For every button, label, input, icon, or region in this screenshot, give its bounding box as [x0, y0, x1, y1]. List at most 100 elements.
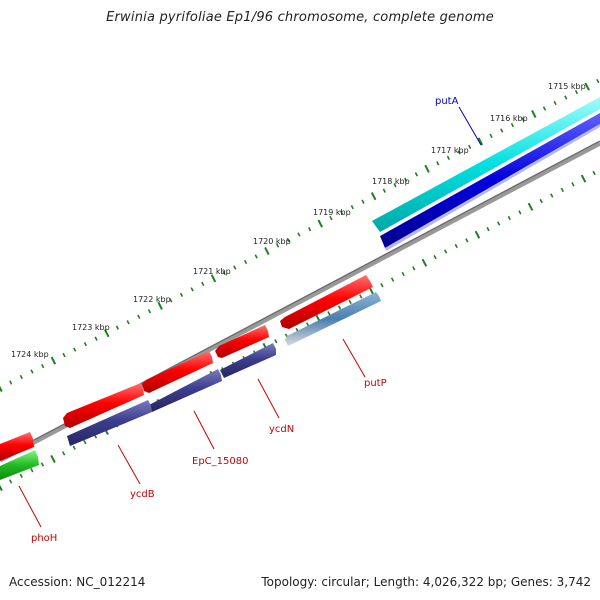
outer-tick	[30, 369, 34, 374]
inner-tick	[443, 249, 448, 254]
outer-tick	[83, 342, 88, 347]
inner-tick	[401, 271, 405, 277]
outer-tick	[126, 320, 130, 325]
outer-tick	[157, 301, 163, 310]
inner-tick	[474, 230, 481, 239]
outer-tick	[489, 133, 493, 139]
outer-tick	[329, 215, 333, 221]
outer-tick	[137, 314, 141, 319]
outer-tick	[393, 183, 397, 188]
outer-tick	[222, 270, 226, 276]
inner-tick	[30, 468, 34, 473]
inner-tick	[40, 462, 45, 467]
outer-tick	[317, 219, 323, 228]
outer-tick	[210, 274, 217, 283]
outer-tick	[564, 95, 568, 100]
outer-tick	[542, 106, 547, 111]
outer-tick	[350, 205, 354, 210]
inner-tick	[454, 243, 458, 249]
outer-tick	[41, 363, 45, 369]
gene-label-ycdN[interactable]: ycdN	[269, 424, 294, 435]
inner-tick	[518, 210, 522, 215]
gene-ycdB-forward[interactable]	[63, 383, 144, 428]
inner-tick	[359, 294, 363, 299]
tick-label-1717: 1717 kbp	[431, 146, 469, 155]
outer-tick	[457, 150, 461, 155]
outer-tick	[286, 237, 290, 243]
gene-putP-forward[interactable]	[280, 275, 373, 329]
inner-tick	[348, 299, 352, 305]
inner-tick	[274, 339, 278, 344]
gene-phoH-reverse[interactable]	[0, 450, 39, 480]
outer-tick	[339, 210, 344, 215]
outer-tick	[275, 243, 280, 248]
inner-tick	[19, 473, 23, 478]
inner-tick	[380, 283, 384, 288]
gene-ycdN-reverse[interactable]	[220, 343, 276, 378]
outer-tick	[243, 259, 248, 265]
inner-tick	[486, 227, 490, 232]
gene-ycdB-reverse[interactable]	[67, 400, 152, 446]
outer-tick	[446, 155, 451, 160]
inner-tick	[496, 221, 501, 226]
outer-tick	[104, 329, 110, 338]
gene-putA-outer[interactable]	[372, 97, 600, 232]
gene-ycdN-forward[interactable]	[215, 325, 269, 358]
outer-tick	[596, 78, 600, 84]
gene-label-putP[interactable]: putP	[364, 378, 387, 389]
outer-tick	[361, 199, 365, 204]
map-title: Erwinia pyrifoliae Ep1/96 chromosome, co…	[106, 10, 494, 25]
outer-tick	[73, 347, 77, 352]
outer-tick	[370, 192, 377, 201]
inner-tick	[592, 170, 596, 176]
inner-tick	[560, 187, 565, 193]
inner-tick	[507, 215, 511, 221]
callout-line-ycdB	[117, 444, 141, 485]
inner-tick	[550, 193, 554, 198]
outer-tick	[414, 172, 419, 177]
outer-tick	[436, 161, 440, 166]
gene-EpC_15080-reverse[interactable]	[149, 369, 222, 412]
gene-label-phoH[interactable]: phoH	[31, 533, 57, 544]
outer-tick	[50, 356, 57, 365]
callout-line-EpC_15080	[193, 410, 215, 450]
callout-line-phoH	[18, 485, 42, 528]
inner-tick	[421, 258, 428, 267]
outer-tick	[169, 298, 173, 303]
inner-tick	[8, 479, 13, 484]
outer-tick	[468, 144, 472, 150]
inner-tick	[465, 238, 469, 243]
inner-tick	[327, 311, 331, 316]
gene-putP-reverse[interactable]	[285, 292, 381, 346]
outer-tick	[9, 380, 13, 385]
outer-tick	[0, 385, 3, 393]
gene-EpC_15080-forward[interactable]	[142, 351, 213, 393]
outer-tick-marks	[0, 78, 600, 393]
tick-label-1715: 1715 kbp	[548, 82, 586, 91]
outer-tick	[307, 226, 312, 232]
gene-label-ycdB[interactable]: ycdB	[130, 489, 155, 500]
outer-tick	[521, 117, 525, 122]
inner-tick	[412, 266, 416, 271]
inner-tick	[50, 454, 56, 463]
inner-tick	[83, 440, 87, 445]
gene-label-EpC_15080[interactable]: EpC_15080	[192, 456, 248, 467]
outer-tick	[254, 254, 258, 259]
outer-tick	[574, 89, 579, 95]
outer-tick	[233, 265, 237, 270]
outer-tick	[553, 100, 557, 106]
inner-tick	[72, 445, 76, 450]
callout-line-putA	[458, 106, 482, 146]
gene-putA-inner-border	[385, 124, 600, 251]
inner-tick	[368, 286, 375, 295]
outer-tick	[94, 336, 98, 341]
outer-tick	[404, 177, 408, 182]
gene-putA-inner[interactable]	[380, 113, 600, 248]
gene-phoH-forward[interactable]	[0, 432, 34, 461]
outer-tick	[19, 374, 24, 380]
gene-label-putA[interactable]: putA	[435, 96, 459, 107]
inner-tick	[337, 305, 342, 310]
inner-tick	[61, 451, 66, 456]
